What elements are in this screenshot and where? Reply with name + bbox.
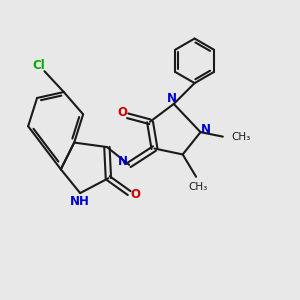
Text: NH: NH — [70, 195, 90, 208]
Text: O: O — [117, 106, 128, 119]
Text: CH₃: CH₃ — [189, 182, 208, 192]
Text: N: N — [118, 155, 128, 168]
Text: CH₃: CH₃ — [232, 132, 251, 142]
Text: N: N — [167, 92, 176, 105]
Text: Cl: Cl — [33, 59, 46, 72]
Text: O: O — [131, 188, 141, 201]
Text: N: N — [201, 123, 211, 136]
